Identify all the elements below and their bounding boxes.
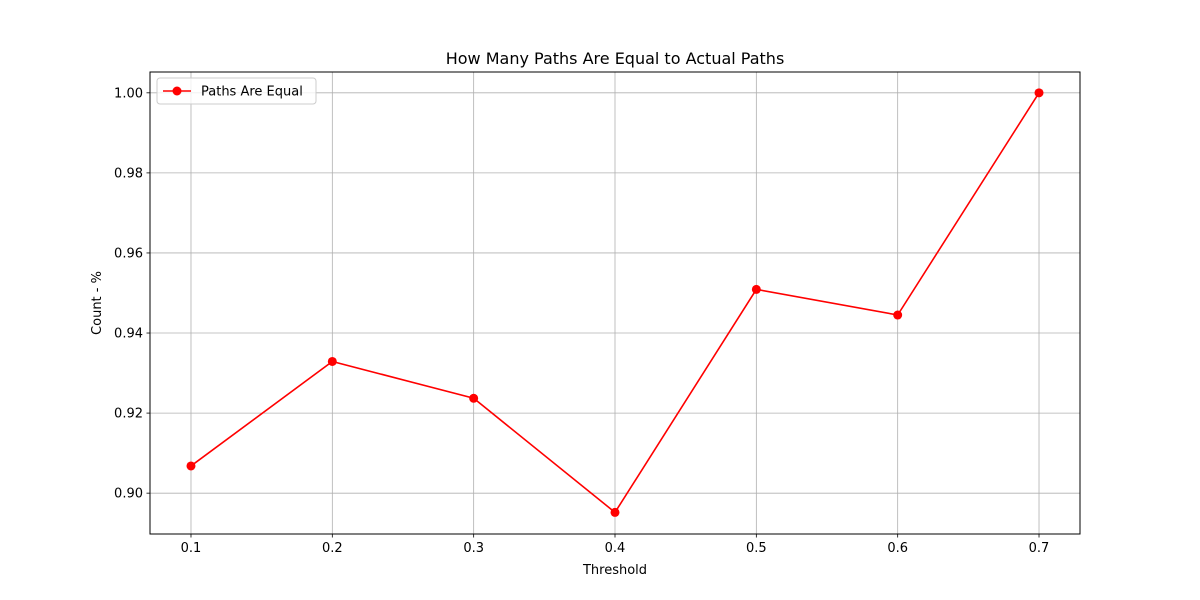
data-point [1034, 88, 1044, 98]
grid [150, 72, 1080, 534]
x-tick-label: 0.1 [181, 541, 202, 556]
x-tick-label: 0.2 [322, 541, 343, 556]
x-tick-label: 0.3 [463, 541, 484, 556]
x-axis: 0.1 0.2 0.3 0.4 0.5 0.6 0.7 [181, 534, 1050, 556]
y-tick-label: 0.92 [114, 407, 143, 422]
x-tick-label: 0.6 [887, 541, 908, 556]
series-layer [186, 88, 1044, 517]
data-point [186, 461, 196, 471]
y-tick-label: 0.90 [114, 487, 143, 502]
x-tick-label: 0.5 [746, 541, 767, 556]
y-tick-label: 0.94 [114, 327, 143, 342]
legend-marker [172, 86, 182, 96]
x-axis-label: Threshold [582, 563, 647, 578]
legend-box [156, 77, 317, 105]
y-axis-label: Count - % [90, 271, 105, 335]
data-point [327, 356, 337, 366]
data-point [751, 284, 761, 294]
y-axis: 0.90 0.92 0.94 0.96 0.98 1.00 [114, 86, 150, 502]
chart-title: How Many Paths Are Equal to Actual Paths [446, 49, 785, 68]
y-tick-label: 1.00 [114, 86, 143, 101]
y-tick-label: 0.96 [114, 246, 143, 261]
data-point [469, 393, 479, 403]
legend-label: Paths Are Equal [201, 85, 303, 100]
data-point [610, 507, 620, 517]
legend: Paths Are Equal [156, 77, 317, 105]
x-tick-label: 0.7 [1029, 541, 1050, 556]
data-point [893, 310, 903, 320]
y-tick-label: 0.98 [114, 166, 143, 181]
x-tick-label: 0.4 [605, 541, 626, 556]
